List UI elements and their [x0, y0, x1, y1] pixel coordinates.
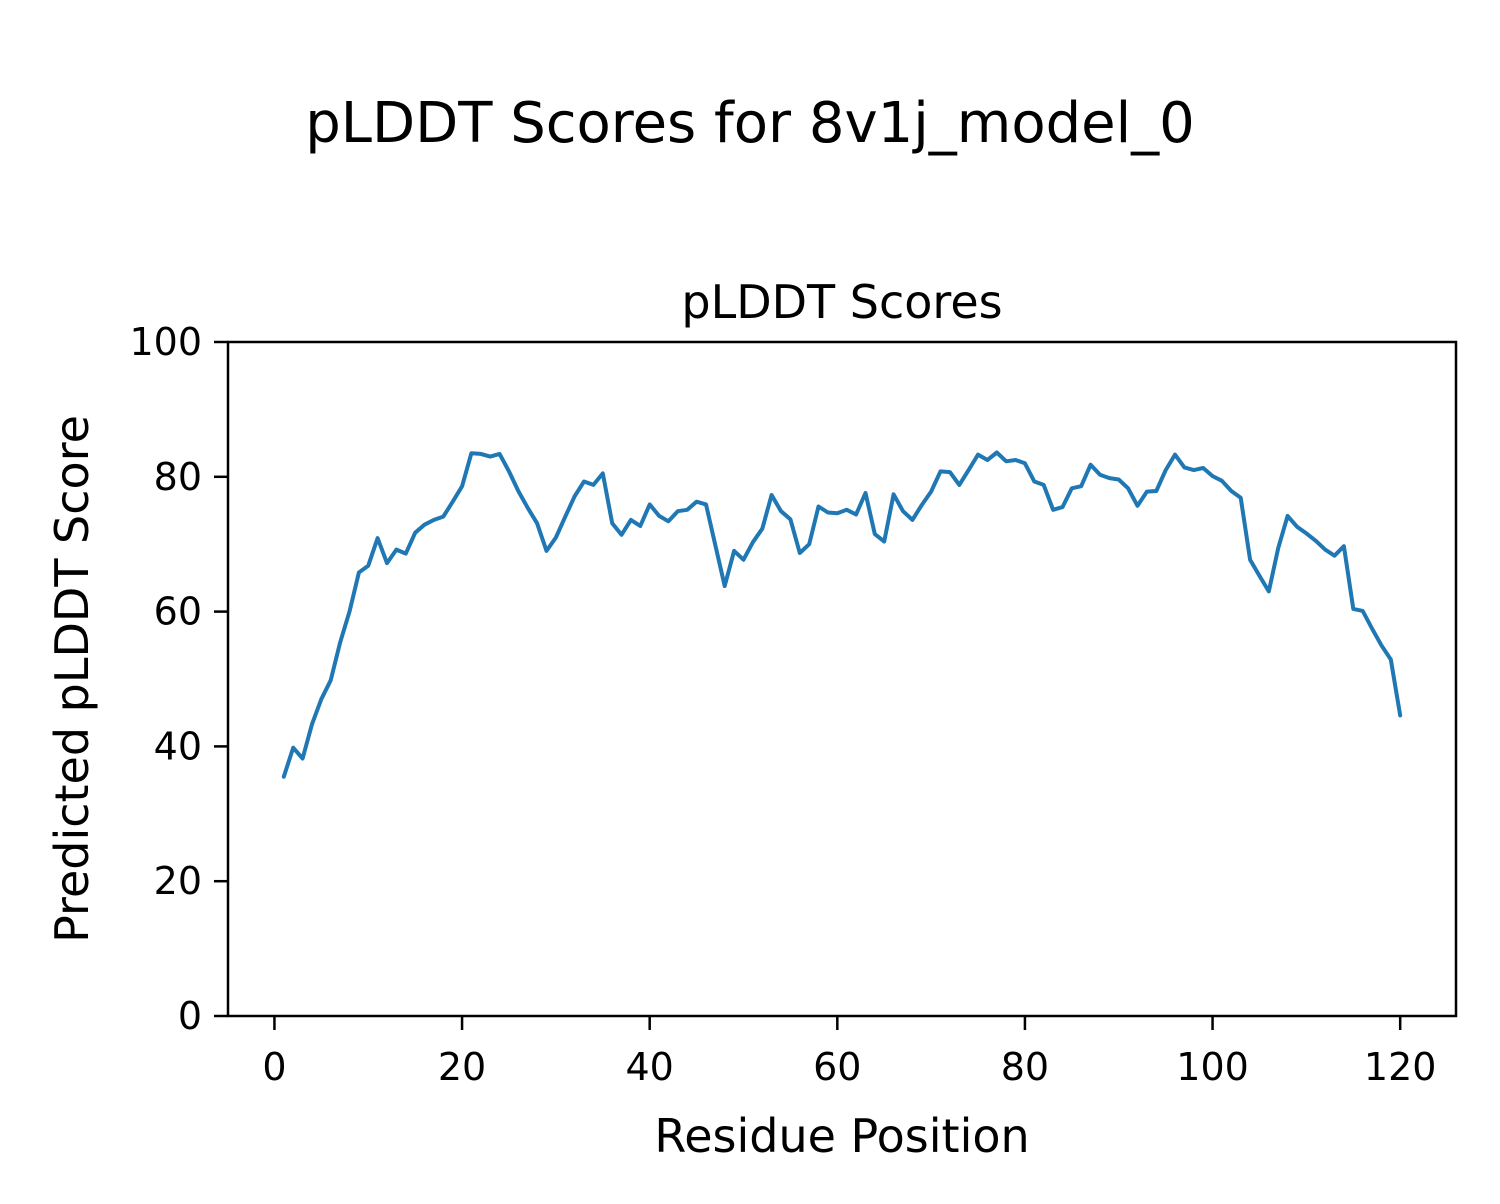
- x-tick-label: 100: [1176, 1045, 1249, 1089]
- x-tick-label: 0: [262, 1045, 286, 1089]
- axis-ticks: 0 20 40 60 80 100 120 0 20 40 60 80 100: [129, 320, 1436, 1089]
- y-tick-label: 60: [154, 590, 202, 634]
- x-tick-label: 60: [813, 1045, 861, 1089]
- x-tick-label: 20: [438, 1045, 486, 1089]
- axes-title: pLDDT Scores: [681, 275, 1002, 329]
- y-tick-label: 100: [129, 320, 202, 364]
- x-tick-label: 40: [626, 1045, 674, 1089]
- y-tick-label: 0: [178, 994, 202, 1038]
- x-tick-label: 80: [1001, 1045, 1049, 1089]
- y-axis-label: Predicted pLDDT Score: [45, 415, 99, 943]
- x-tick-label: 120: [1364, 1045, 1437, 1089]
- x-axis-label: Residue Position: [654, 1109, 1029, 1163]
- y-tick-label: 80: [154, 455, 202, 499]
- data-line-layer: [281, 450, 1403, 779]
- y-tick-label: 20: [154, 859, 202, 903]
- plddt-score-line: [281, 450, 1403, 779]
- y-tick-label: 40: [154, 724, 202, 768]
- plot-box-spines: [226, 340, 1458, 1018]
- figure-suptitle: pLDDT Scores for 8v1j_model_0: [305, 91, 1195, 156]
